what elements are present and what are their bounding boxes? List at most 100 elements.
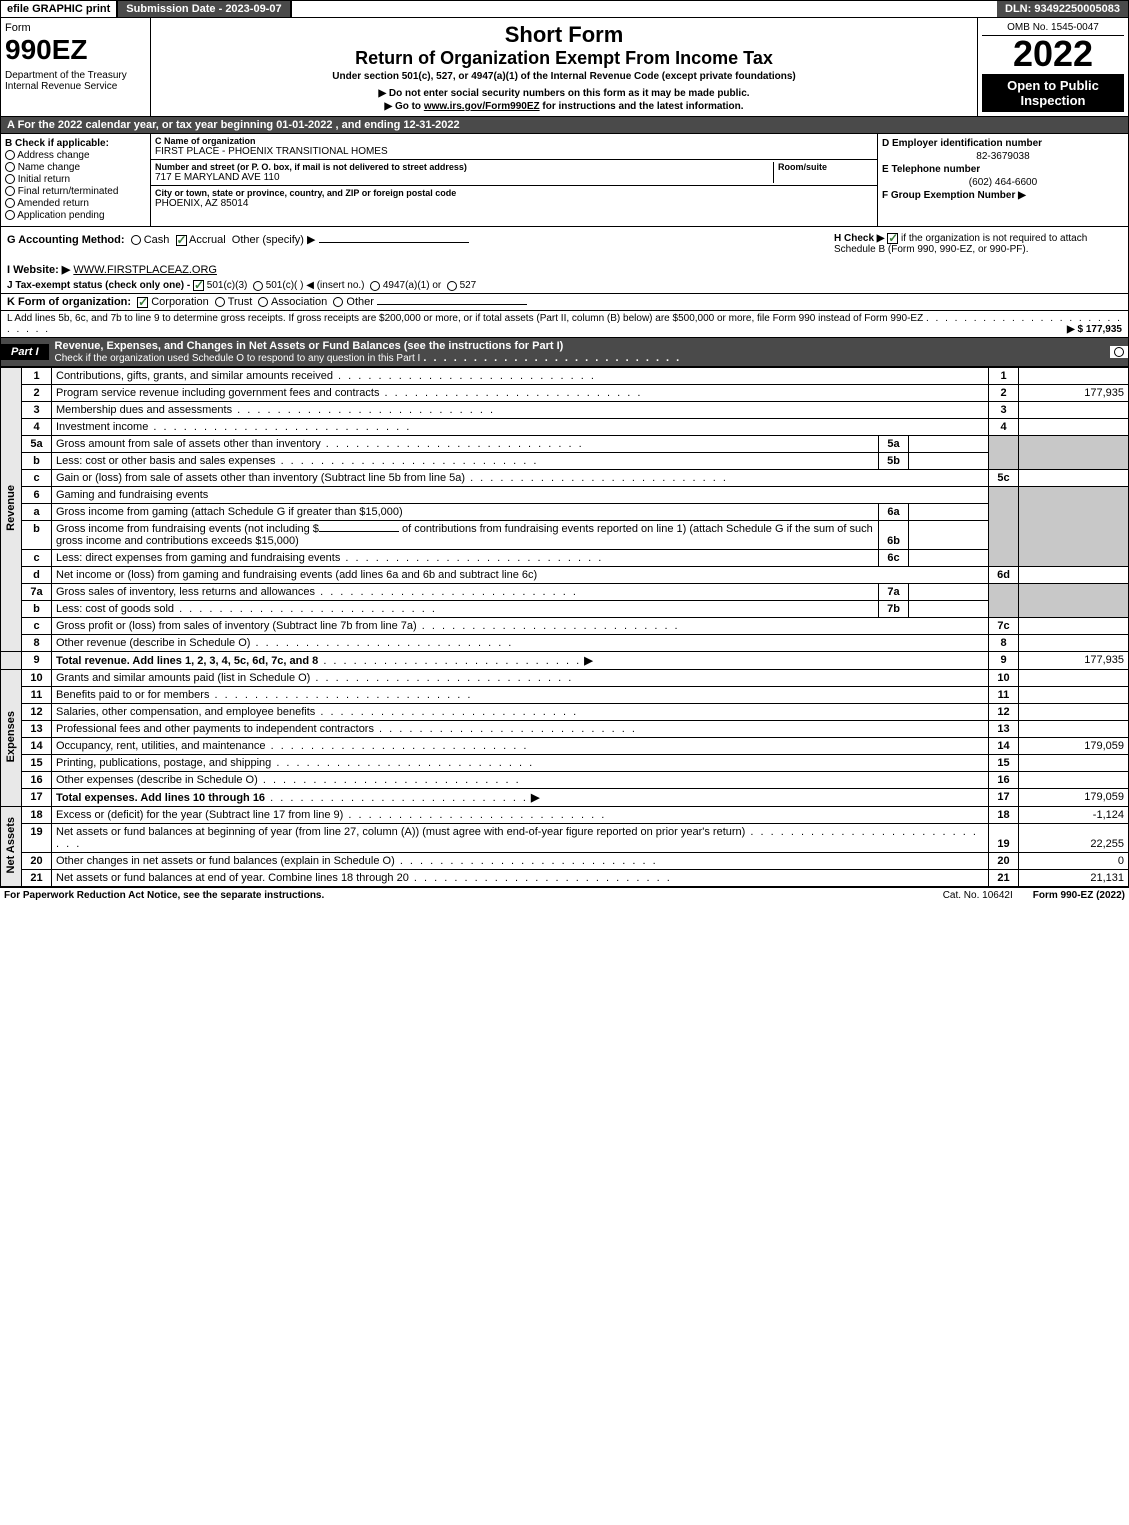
section-h: H Check ▶ if the organization is not req… <box>828 227 1128 261</box>
r5b-num: b <box>22 453 52 470</box>
j-opt1: 501(c)(3) <box>207 280 248 291</box>
r6b-mn: 6b <box>879 521 909 550</box>
c-city-val: PHOENIX, AZ 85014 <box>155 198 873 209</box>
r6d-desc: Net income or (loss) from gaming and fun… <box>56 569 537 581</box>
part1-checkbox[interactable] <box>1110 346 1128 358</box>
c-name-val: FIRST PLACE - PHOENIX TRANSITIONAL HOMES <box>155 146 873 157</box>
r7c-desc: Gross profit or (loss) from sales of inv… <box>56 620 417 632</box>
r3-desc: Membership dues and assessments <box>56 404 232 416</box>
section-c: C Name of organization FIRST PLACE - PHO… <box>151 134 878 226</box>
b-opt-name[interactable]: Name change <box>5 162 146 173</box>
r6c-mn: 6c <box>879 550 909 567</box>
r4-desc: Investment income <box>56 421 148 433</box>
r12-num: 12 <box>22 704 52 721</box>
k-assoc-radio[interactable] <box>258 297 268 307</box>
r13-desc: Professional fees and other payments to … <box>56 723 374 735</box>
r4-ln: 4 <box>989 419 1019 436</box>
j-4947-radio[interactable] <box>370 281 380 291</box>
r2-num: 2 <box>22 385 52 402</box>
inspection-label: Open to Public Inspection <box>982 74 1124 112</box>
r8-val <box>1019 635 1129 652</box>
r11-val <box>1019 687 1129 704</box>
r6d-num: d <box>22 567 52 584</box>
r3-val <box>1019 402 1129 419</box>
r12-desc: Salaries, other compensation, and employ… <box>56 706 315 718</box>
form-header: Form 990EZ Department of the Treasury In… <box>0 18 1129 117</box>
j-501c3-check[interactable] <box>193 280 204 291</box>
r17-num: 17 <box>22 789 52 807</box>
r4-num: 4 <box>22 419 52 436</box>
website-link[interactable]: WWW.FIRSTPLACEAZ.ORG <box>73 264 217 276</box>
footer: For Paperwork Reduction Act Notice, see … <box>0 887 1129 903</box>
link-pre: ▶ Go to <box>384 101 423 112</box>
r20-desc: Other changes in net assets or fund bala… <box>56 855 395 867</box>
g-cash: Cash <box>144 234 170 246</box>
r14-val: 179,059 <box>1019 738 1129 755</box>
g-accrual-check[interactable] <box>176 235 187 246</box>
form-title-2: Return of Organization Exempt From Incom… <box>155 48 973 69</box>
r2-val: 177,935 <box>1019 385 1129 402</box>
r6-num: 6 <box>22 487 52 504</box>
i-label: I Website: ▶ <box>7 264 70 276</box>
k-trust-radio[interactable] <box>215 297 225 307</box>
b-opt-amended[interactable]: Amended return <box>5 198 146 209</box>
c-addr-hdr: Number and street (or P. O. box, if mail… <box>155 162 773 172</box>
r7c-num: c <box>22 618 52 635</box>
r18-ln: 18 <box>989 807 1019 824</box>
r13-ln: 13 <box>989 721 1019 738</box>
r6a-num: a <box>22 504 52 521</box>
r7a-mn: 7a <box>879 584 909 601</box>
c-city-hdr: City or town, state or province, country… <box>155 188 873 198</box>
r5c-num: c <box>22 470 52 487</box>
r8-num: 8 <box>22 635 52 652</box>
j-opt2: 501(c)( ) ◀ (insert no.) <box>266 280 365 291</box>
r8-ln: 8 <box>989 635 1019 652</box>
r6b-desc1: Gross income from fundraising events (no… <box>56 523 319 535</box>
r21-num: 21 <box>22 870 52 887</box>
r16-val <box>1019 772 1129 789</box>
r10-num: 10 <box>22 670 52 687</box>
e-val: (602) 464-6600 <box>882 177 1124 188</box>
d-val: 82-3679038 <box>882 151 1124 162</box>
section-j: J Tax-exempt status (check only one) - 5… <box>0 278 1129 293</box>
r9-val: 177,935 <box>1019 652 1129 670</box>
r5a-desc: Gross amount from sale of assets other t… <box>56 438 321 450</box>
part1-title: Revenue, Expenses, and Changes in Net As… <box>49 338 1110 366</box>
r6a-mv <box>909 504 989 521</box>
j-527-radio[interactable] <box>447 281 457 291</box>
b-opt-initial[interactable]: Initial return <box>5 174 146 185</box>
j-label: J Tax-exempt status (check only one) - <box>7 280 190 291</box>
r7c-val <box>1019 618 1129 635</box>
r15-val <box>1019 755 1129 772</box>
header-center: Short Form Return of Organization Exempt… <box>151 18 978 116</box>
r7c-ln: 7c <box>989 618 1019 635</box>
r7b-desc: Less: cost of goods sold <box>56 603 174 615</box>
h-check[interactable] <box>887 233 898 244</box>
r6b-mv <box>909 521 989 550</box>
footer-left: For Paperwork Reduction Act Notice, see … <box>4 890 923 901</box>
b-opt-final[interactable]: Final return/terminated <box>5 186 146 197</box>
g-label: G Accounting Method: <box>7 234 125 246</box>
c-room-hdr: Room/suite <box>778 162 873 172</box>
b-opt-pending[interactable]: Application pending <box>5 210 146 221</box>
g-cash-radio[interactable] <box>131 235 141 245</box>
section-l: L Add lines 5b, 6c, and 7b to line 9 to … <box>0 310 1129 337</box>
side-revenue: Revenue <box>5 485 17 531</box>
r20-val: 0 <box>1019 853 1129 870</box>
irs-link[interactable]: www.irs.gov/Form990EZ <box>424 101 540 112</box>
r10-ln: 10 <box>989 670 1019 687</box>
k-corp-check[interactable] <box>137 297 148 308</box>
j-501c-radio[interactable] <box>253 281 263 291</box>
r9-desc: Total revenue. Add lines 1, 2, 3, 4, 5c,… <box>56 655 318 667</box>
l-text: L Add lines 5b, 6c, and 7b to line 9 to … <box>7 313 923 324</box>
r4-val <box>1019 419 1129 436</box>
r10-desc: Grants and similar amounts paid (list in… <box>56 672 310 684</box>
r7b-mv <box>909 601 989 618</box>
r5b-desc: Less: cost or other basis and sales expe… <box>56 455 276 467</box>
k-other-radio[interactable] <box>333 297 343 307</box>
r14-desc: Occupancy, rent, utilities, and maintena… <box>56 740 266 752</box>
r13-val <box>1019 721 1129 738</box>
b-opt-address[interactable]: Address change <box>5 150 146 161</box>
r6a-mn: 6a <box>879 504 909 521</box>
r9-ln: 9 <box>989 652 1019 670</box>
